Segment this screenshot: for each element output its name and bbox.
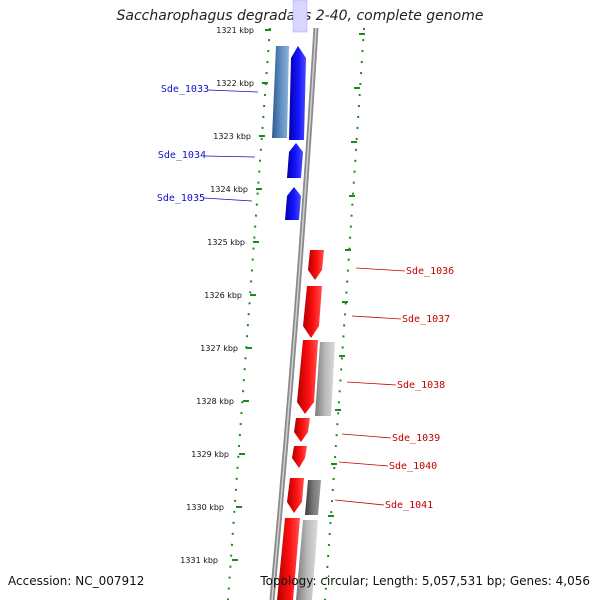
gene-label-sde-1040[interactable]: Sde_1040 xyxy=(389,461,437,472)
tick-label: 1326 kbp xyxy=(204,291,242,300)
gene-arrow-sde-1033[interactable] xyxy=(289,46,306,140)
gene-label-sde-1034[interactable]: Sde_1034 xyxy=(158,150,206,161)
tick-label: 1324 kbp xyxy=(210,185,248,194)
gene-block[interactable] xyxy=(272,46,289,138)
tick-label: 1331 kbp xyxy=(180,556,218,565)
gene-label-sde-1041[interactable]: Sde_1041 xyxy=(385,500,433,511)
gene-block[interactable] xyxy=(315,342,335,416)
kbp-labels: 1321 kbp 1322 kbp 1323 kbp 1324 kbp 1325… xyxy=(180,26,254,565)
gene-arrow-sde-1041[interactable] xyxy=(287,478,304,513)
gene-label-sde-1035[interactable]: Sde_1035 xyxy=(157,193,205,204)
gene-label-sde-1039[interactable]: Sde_1039 xyxy=(392,433,440,444)
gene-label-sde-1036[interactable]: Sde_1036 xyxy=(406,266,454,277)
tick-label: 1323 kbp xyxy=(213,132,251,141)
gene-block[interactable] xyxy=(305,480,321,515)
gene-block[interactable] xyxy=(277,518,300,600)
tick-label: 1327 kbp xyxy=(200,344,238,353)
tick-marks xyxy=(232,29,365,561)
left-tick-ring xyxy=(227,27,271,600)
gene-block[interactable] xyxy=(296,520,318,600)
tick-label: 1330 kbp xyxy=(186,503,224,512)
tick-label: 1325 kbp xyxy=(207,238,245,247)
gene-label-sde-1037[interactable]: Sde_1037 xyxy=(402,314,450,325)
gene-arrow-sde-1038[interactable] xyxy=(297,340,318,414)
accession-text: Accession: NC_007912 xyxy=(8,574,145,588)
tick-label: 1329 kbp xyxy=(191,450,229,459)
gene-label-sde-1033[interactable]: Sde_1033 xyxy=(161,84,209,95)
genome-backbone-inner xyxy=(271,27,317,600)
gene-arrow-sde-1035[interactable] xyxy=(285,187,301,220)
right-tick-ring xyxy=(324,27,365,600)
tick-label: 1322 kbp xyxy=(216,79,254,88)
tick-label: 1321 kbp xyxy=(216,26,254,35)
gene-labels-right xyxy=(334,267,406,506)
gene-label-sde-1038[interactable]: Sde_1038 xyxy=(397,380,445,391)
tick-label: 1328 kbp xyxy=(196,397,234,406)
gene-arrow-sde-1039[interactable] xyxy=(294,418,310,442)
gene-arrow-sde-1036[interactable] xyxy=(308,250,324,280)
gene-arrow-sde-1037[interactable] xyxy=(303,286,322,338)
gene-labels-left xyxy=(203,89,259,202)
gene-arrow-sde-1034[interactable] xyxy=(287,143,303,178)
gene-block[interactable] xyxy=(292,0,308,33)
gene-arrow-sde-1040[interactable] xyxy=(292,446,307,468)
topology-text: Topology: circular; Length: 5,057,531 bp… xyxy=(260,574,590,588)
